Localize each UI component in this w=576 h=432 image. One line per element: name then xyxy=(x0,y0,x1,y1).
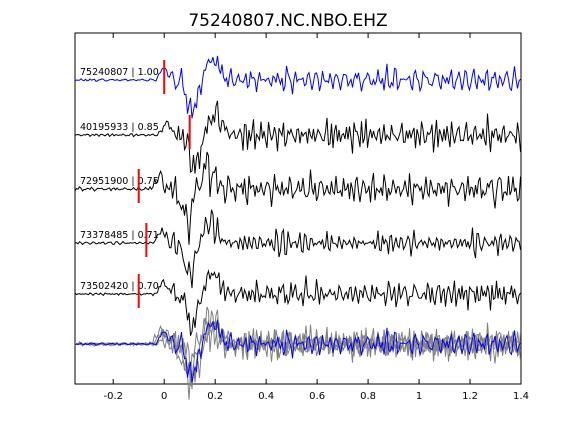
plot-frame xyxy=(74,32,522,385)
x-tick-label: 0 xyxy=(161,391,167,402)
trace-label-72951900: 72951900 | 0.75 xyxy=(80,176,159,187)
trace-label-73502420: 73502420 | 0.70 xyxy=(80,281,159,292)
x-tick-label: 1.4 xyxy=(513,391,529,402)
x-tick-label: 0.6 xyxy=(309,391,325,402)
trace-40195933 xyxy=(74,100,521,174)
trace-label-75240807: 75240807 | 1.00 xyxy=(80,67,159,78)
x-tick-label: 0.8 xyxy=(360,391,376,402)
x-tick-label: 0.4 xyxy=(258,391,274,402)
x-tick-label: 1.2 xyxy=(462,391,478,402)
trace-73378485 xyxy=(74,209,521,289)
x-tick-label: 1 xyxy=(416,391,422,402)
x-tick-label: 0.2 xyxy=(207,391,223,402)
trace-label-73378485: 73378485 | 0.71 xyxy=(80,230,159,241)
chart-title: 75240807.NC.NBO.EHZ xyxy=(188,11,387,31)
trace-75240807 xyxy=(74,55,521,119)
trace-group xyxy=(74,55,521,336)
trace-73502420 xyxy=(74,269,521,336)
x-axis: -0.2 0 0.2 0.4 0.6 0.8 1 1.2 1.4 xyxy=(103,33,529,402)
x-tick-label: -0.2 xyxy=(103,391,123,402)
overlay-stack xyxy=(74,306,521,400)
overlay-trace-75240807 xyxy=(74,319,521,383)
trace-72951900 xyxy=(74,151,521,245)
pick-markers xyxy=(137,60,191,308)
trace-label-40195933: 40195933 | 0.85 xyxy=(80,122,159,133)
trace-labels: 75240807 | 1.00 40195933 | 0.85 72951900 |… xyxy=(80,67,159,292)
